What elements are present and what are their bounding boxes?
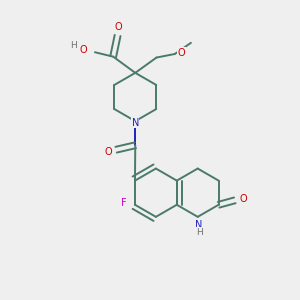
Text: O: O: [114, 22, 122, 32]
Text: O: O: [239, 194, 247, 204]
Text: O: O: [80, 45, 88, 55]
Text: H: H: [196, 228, 202, 237]
Text: F: F: [121, 198, 127, 208]
Text: H: H: [70, 41, 77, 50]
Text: N: N: [196, 220, 203, 230]
Text: N: N: [132, 118, 139, 128]
Text: O: O: [177, 47, 185, 58]
Text: O: O: [104, 147, 112, 157]
